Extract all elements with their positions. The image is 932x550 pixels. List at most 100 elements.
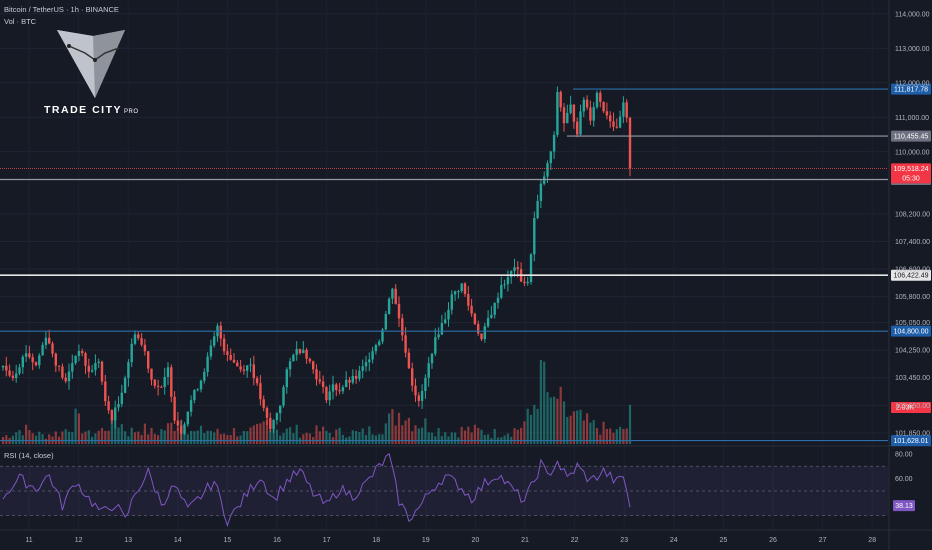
volume-bar bbox=[275, 429, 278, 444]
candle-body bbox=[506, 277, 510, 285]
time-tick-label: 24 bbox=[670, 537, 678, 544]
volume-bar bbox=[506, 433, 509, 444]
candle-body bbox=[510, 271, 513, 278]
candle-body bbox=[232, 359, 236, 363]
candle-body bbox=[457, 291, 460, 293]
volume-bar bbox=[615, 429, 618, 444]
candle-body bbox=[100, 361, 104, 382]
volume-bar bbox=[318, 431, 321, 444]
candle-body bbox=[255, 378, 259, 384]
volume-bar bbox=[120, 424, 123, 444]
volume-bar bbox=[71, 432, 74, 444]
candle-body bbox=[249, 364, 252, 366]
volume-bar bbox=[133, 432, 137, 444]
candle-body bbox=[552, 134, 556, 152]
candle-body bbox=[589, 107, 592, 121]
candle-body bbox=[411, 368, 414, 386]
volume-bar bbox=[219, 434, 222, 444]
time-tick-label: 12 bbox=[75, 537, 83, 544]
candle-body bbox=[460, 283, 463, 292]
candle-body bbox=[203, 371, 206, 381]
volume-bar bbox=[124, 431, 127, 444]
price-tick-label: 105,800.00 bbox=[895, 294, 930, 301]
volume-bar bbox=[25, 424, 28, 444]
candle-body bbox=[539, 183, 543, 201]
candle-body bbox=[615, 126, 618, 128]
candle-body bbox=[11, 375, 15, 379]
candle-body bbox=[328, 391, 331, 401]
level-price-tag-label: 111,817.78 bbox=[894, 87, 928, 94]
volume-bar bbox=[147, 434, 150, 444]
candle-body bbox=[566, 113, 569, 124]
volume-bar bbox=[44, 438, 47, 444]
volume-tag bbox=[891, 402, 931, 413]
volume-bar bbox=[374, 435, 377, 444]
volume-bar bbox=[371, 434, 374, 444]
volume-bar bbox=[477, 427, 480, 444]
volume-bar bbox=[467, 426, 470, 444]
candle-body bbox=[463, 283, 467, 295]
candle-body bbox=[526, 281, 529, 284]
volume-bar bbox=[328, 432, 331, 444]
candle-body bbox=[315, 369, 318, 380]
brand-suffix: PRO bbox=[124, 109, 139, 115]
candle-body bbox=[74, 355, 77, 364]
volume-bar bbox=[612, 432, 615, 444]
volume-bar bbox=[619, 426, 622, 444]
candle-body bbox=[437, 334, 440, 338]
volume-bar bbox=[252, 425, 255, 444]
volume-bar bbox=[559, 386, 562, 444]
candle-body bbox=[186, 411, 189, 425]
candle-body bbox=[513, 267, 516, 272]
volume-bar bbox=[602, 421, 605, 444]
candle-body bbox=[114, 407, 117, 421]
candle-body bbox=[193, 390, 196, 401]
volume-bar bbox=[520, 427, 523, 444]
candle-body bbox=[503, 284, 506, 286]
volume-bar bbox=[529, 414, 533, 444]
volume-bar bbox=[338, 427, 341, 444]
volume-bar bbox=[450, 432, 453, 444]
candle-body bbox=[272, 419, 275, 429]
candle-body bbox=[397, 303, 401, 319]
volume-bar bbox=[110, 409, 113, 444]
candle-body bbox=[213, 336, 216, 346]
candle-body bbox=[226, 351, 229, 356]
volume-bar bbox=[566, 416, 569, 444]
candle-body bbox=[110, 410, 114, 421]
volume-bar bbox=[523, 421, 526, 444]
candle-body bbox=[549, 151, 552, 164]
candle-body bbox=[295, 348, 298, 355]
volume-bar bbox=[170, 422, 173, 444]
volume-bar bbox=[480, 429, 483, 444]
candle-body bbox=[447, 309, 450, 320]
volume-bar bbox=[21, 435, 24, 444]
volume-bar bbox=[229, 435, 232, 444]
volume-bar bbox=[427, 432, 430, 444]
volume-bar bbox=[31, 433, 34, 444]
candle-body bbox=[147, 351, 150, 369]
volume-bar bbox=[391, 409, 394, 444]
candle-body bbox=[275, 413, 279, 420]
candle-body bbox=[572, 104, 576, 122]
volume-bar bbox=[18, 430, 21, 444]
volume-bar bbox=[437, 428, 440, 444]
candle-body bbox=[183, 424, 186, 434]
candle-body bbox=[381, 329, 384, 342]
volume-bar bbox=[378, 434, 381, 444]
candle-body bbox=[259, 383, 262, 400]
level-price-tag-label: 106,422.49 bbox=[893, 273, 928, 280]
level-price-tag bbox=[891, 130, 931, 142]
candle-body bbox=[189, 400, 193, 412]
volume-bar bbox=[100, 427, 104, 444]
volume-bar bbox=[308, 433, 311, 444]
candle-body bbox=[176, 420, 180, 426]
candle-body bbox=[180, 425, 183, 434]
candle-body bbox=[8, 370, 11, 376]
candle-body bbox=[265, 407, 269, 418]
volume-bar bbox=[84, 431, 87, 444]
volume-bar bbox=[503, 435, 506, 444]
candle-body bbox=[562, 107, 566, 124]
candle-body bbox=[51, 343, 54, 354]
